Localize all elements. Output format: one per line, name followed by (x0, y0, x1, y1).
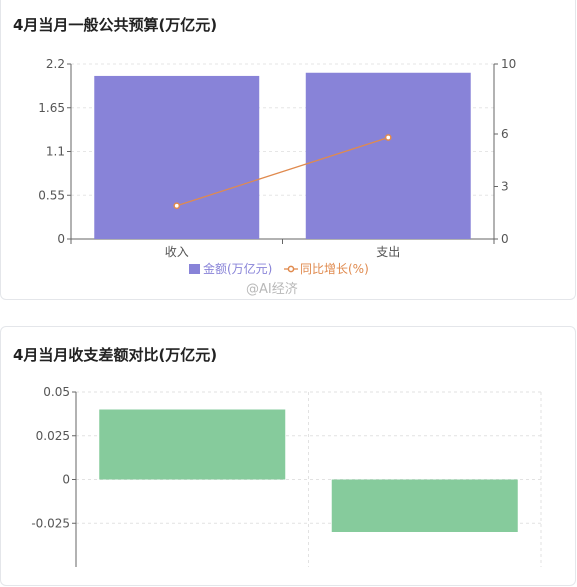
y-right-tick-label: 0 (501, 232, 509, 246)
chart1-title: 4月当月一般公共预算(万亿元) (13, 16, 218, 34)
growth-point (384, 134, 392, 141)
balance-chart: -0.025 0 0.025 0.05 (31, 385, 542, 567)
legend-bar-label: 金额(万亿元) (203, 261, 272, 276)
y-tick-label: 0.025 (36, 429, 70, 443)
y-left-tick-label: 1.1 (46, 145, 65, 159)
bar (99, 409, 286, 480)
x-tick-label: 支出 (376, 245, 400, 259)
bar (94, 75, 260, 239)
chart2-title: 4月当月收支差额对比(万亿元) (13, 346, 218, 364)
legend-line-label: 同比增长(%) (300, 262, 369, 276)
y-left-tick-label: 0 (57, 232, 65, 246)
budget-chart-card: 4月当月一般公共预算(万亿元) 0 0.55 1.1 1.65 2.2 0 3 6 10 收入 支出… (0, 0, 576, 300)
growth-point (173, 202, 181, 210)
growth-line (176, 136, 389, 207)
y-tick-label: 0 (62, 473, 70, 487)
y-left-tick-label: 1.65 (38, 101, 65, 115)
y-right-tick-label: 6 (501, 127, 509, 141)
y-tick-label: 0.05 (43, 385, 70, 399)
y-tick-label: -0.025 (31, 516, 70, 530)
y-left-tick-label: 2.2 (46, 57, 65, 71)
y-right-tick-label: 3 (501, 180, 509, 194)
y-left-tick-label: 0.55 (38, 188, 65, 202)
legend-bar-swatch (189, 264, 200, 274)
bar (331, 479, 518, 532)
y-right-tick-label: 10 (501, 57, 516, 71)
x-tick-label: 收入 (165, 245, 189, 259)
legend-line-marker (287, 265, 295, 273)
balance-chart-card: 4月当月收支差额对比(万亿元) -0.025 0 0.025 0.05 (0, 326, 576, 586)
watermark: @AI经济 (246, 282, 298, 297)
